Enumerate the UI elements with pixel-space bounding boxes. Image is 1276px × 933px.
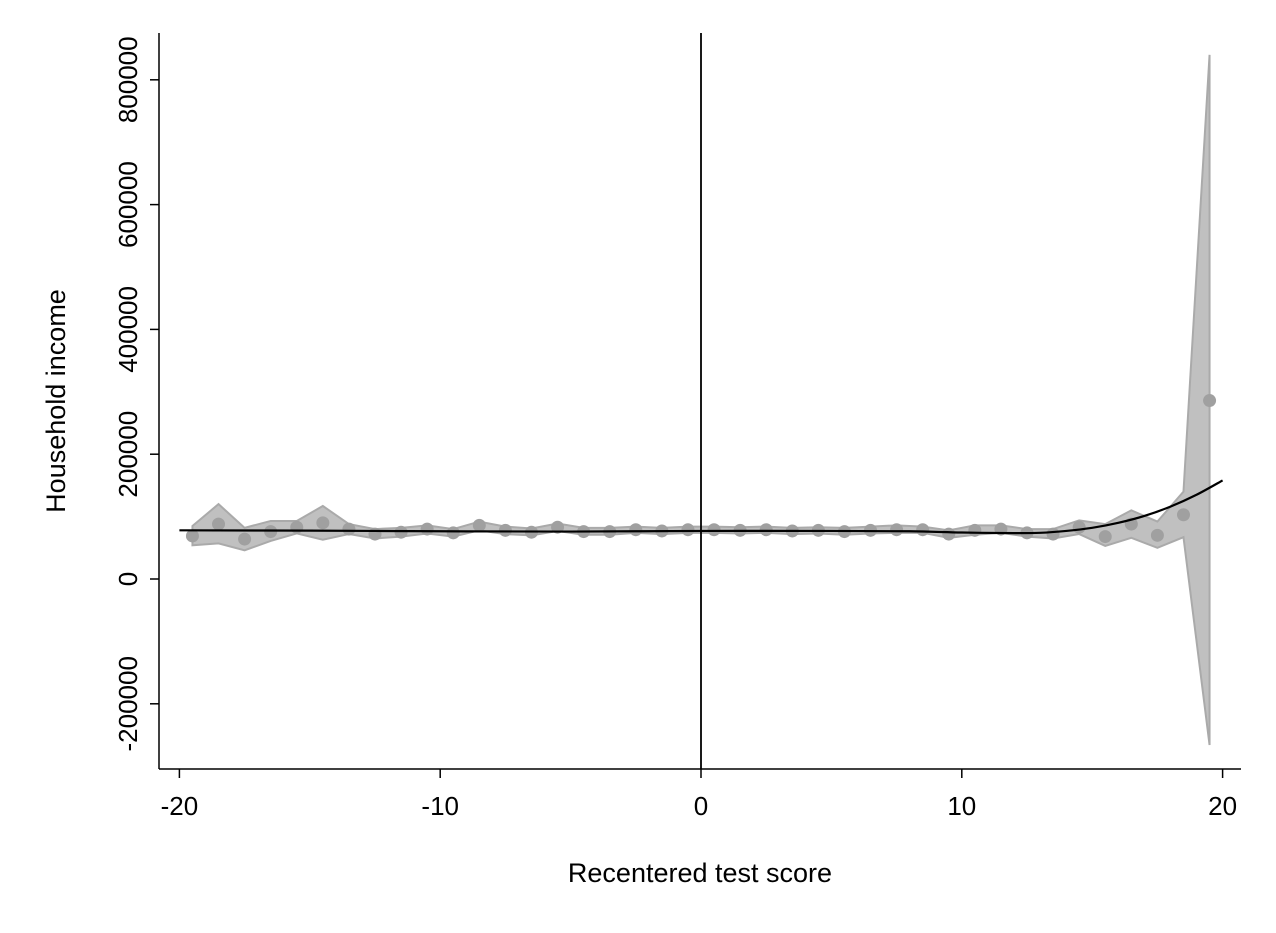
axes: -20 -10 0 10 20 -200000 0 200000 400000 600000 800… xyxy=(113,33,1241,821)
data-point xyxy=(942,527,956,541)
data-point xyxy=(212,517,226,531)
data-point xyxy=(368,527,382,541)
data-point xyxy=(394,525,408,539)
y-axis-title: Household income xyxy=(41,289,71,513)
data-point xyxy=(890,523,904,537)
data-point xyxy=(968,523,982,537)
data-point xyxy=(446,526,460,540)
x-tick-label: -10 xyxy=(421,791,459,821)
data-point xyxy=(1203,394,1217,408)
data-point xyxy=(316,516,330,530)
data-point xyxy=(916,523,930,537)
x-tick-label: 0 xyxy=(694,791,708,821)
data-point xyxy=(1072,520,1086,534)
x-axis-title: Recentered test score xyxy=(568,858,832,888)
data-point xyxy=(342,522,356,536)
data-point xyxy=(472,518,486,532)
x-tick-label: 10 xyxy=(947,791,976,821)
y-tick-label: 0 xyxy=(113,572,143,586)
fit-line-layer xyxy=(179,479,1224,535)
data-point xyxy=(290,520,304,534)
data-point xyxy=(629,523,643,537)
y-tick-label: 800000 xyxy=(113,36,143,123)
data-point xyxy=(551,520,565,534)
data-point xyxy=(1150,528,1164,542)
data-point xyxy=(759,523,773,537)
confidence-band xyxy=(191,54,1211,746)
data-point xyxy=(420,522,434,536)
y-tick-label: 600000 xyxy=(113,161,143,248)
x-tick-label: -20 xyxy=(161,791,199,821)
data-point xyxy=(1046,527,1060,541)
y-tick-label: -200000 xyxy=(113,656,143,751)
data-point xyxy=(185,529,199,543)
x-tick-label: 20 xyxy=(1208,791,1237,821)
data-point xyxy=(238,532,252,546)
confidence-band-layer xyxy=(191,54,1211,746)
data-point xyxy=(1176,508,1190,522)
fit-line xyxy=(179,479,1224,535)
data-point xyxy=(707,523,721,537)
y-tick-label: 200000 xyxy=(113,411,143,498)
y-tick-label: 400000 xyxy=(113,286,143,373)
data-point xyxy=(498,523,512,537)
data-point xyxy=(681,523,695,537)
data-point xyxy=(1098,530,1112,544)
